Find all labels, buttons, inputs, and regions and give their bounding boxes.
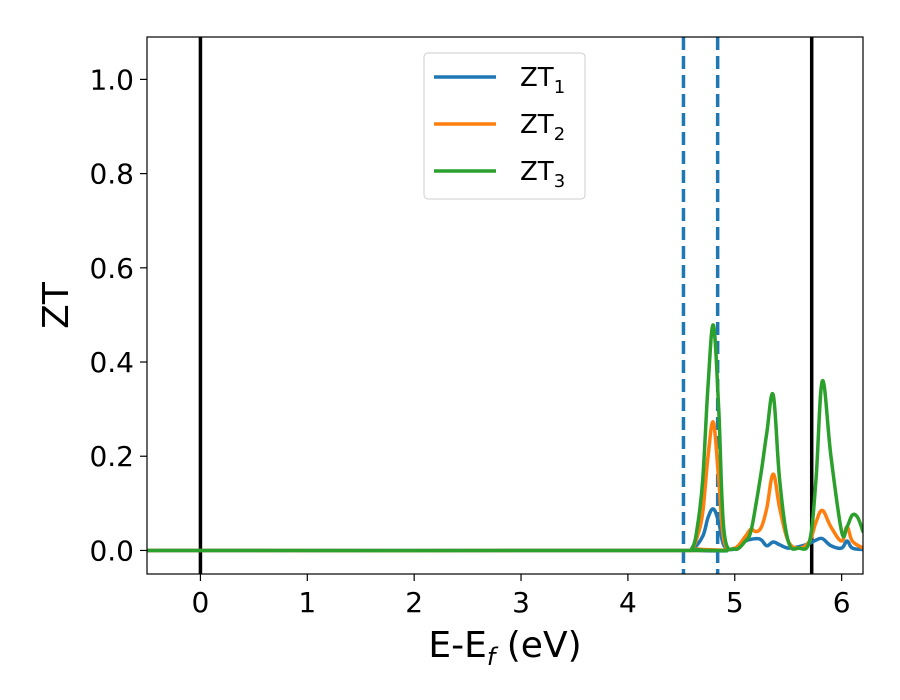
y-axis-ticks: 0.0 0.2 0.4 0.6 0.8 1.0: [89, 63, 147, 567]
series-line-zt3: [147, 323, 863, 553]
legend-box: [423, 52, 586, 200]
legend-label-zt3: ZT3: [520, 157, 565, 192]
x-tick-label: 0: [192, 586, 210, 619]
x-tick-label: 5: [726, 586, 744, 619]
y-tick-label: 0.2: [89, 440, 134, 473]
legend-label-zt1: ZT1: [520, 63, 565, 98]
legend-label-zt2: ZT2: [520, 110, 565, 145]
y-tick-label: 0.6: [89, 252, 134, 285]
x-tick-label: 4: [619, 586, 637, 619]
y-tick-label: 0.8: [89, 158, 134, 191]
y-tick-label: 0.0: [89, 534, 134, 567]
legend: ZT1 ZT2 ZT3: [423, 52, 586, 200]
x-axis-label-suffix: (eV): [495, 625, 581, 666]
y-tick-label: 1.0: [89, 63, 134, 96]
x-axis-label-main: E-E: [428, 625, 486, 666]
series-lines: [147, 323, 863, 553]
y-tick-label: 0.4: [89, 346, 134, 379]
x-axis-label: E-Ef (eV): [428, 625, 581, 671]
series-line-zt2: [147, 420, 863, 553]
plot-frame: [146, 36, 864, 575]
x-tick-label: 2: [405, 586, 423, 619]
x-tick-label: 3: [512, 586, 530, 619]
x-tick-label: 1: [298, 586, 316, 619]
x-axis-ticks: 0 1 2 3 4 5 6: [192, 574, 851, 619]
x-tick-label: 6: [833, 586, 851, 619]
y-axis-label: ZT: [36, 281, 77, 329]
